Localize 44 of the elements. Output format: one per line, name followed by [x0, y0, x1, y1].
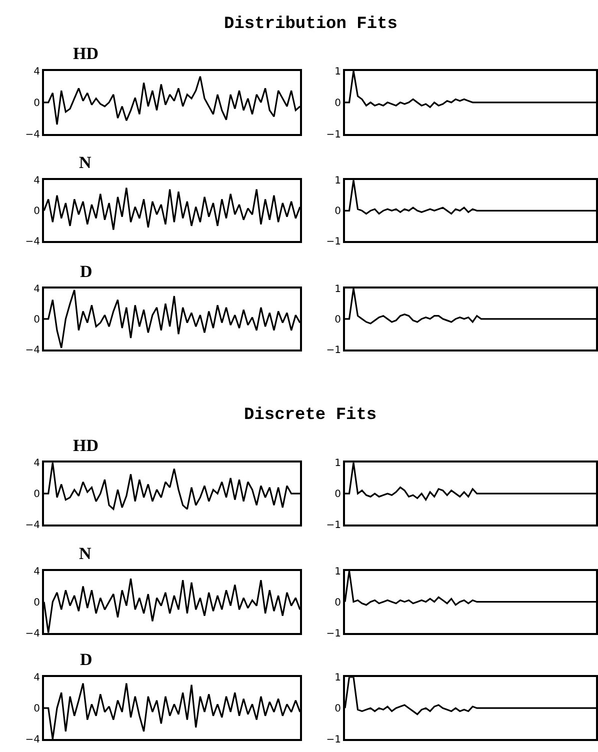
- y-tick-label: 4: [34, 672, 40, 684]
- chart-title: D: [80, 262, 92, 281]
- y-tick-label: −4: [25, 734, 40, 746]
- chart-title: N: [79, 153, 92, 172]
- y-tick-label: 0: [34, 206, 40, 218]
- y-tick-label: 1: [334, 66, 341, 78]
- y-tick-label: −4: [25, 520, 40, 532]
- y-tick-label: −1: [326, 628, 341, 640]
- y-tick-label: 0: [334, 704, 341, 715]
- y-tick-label: −4: [25, 344, 40, 356]
- y-tick-label: −1: [326, 129, 341, 140]
- y-tick-label: −1: [326, 344, 341, 356]
- y-tick-label: 0: [334, 206, 341, 218]
- y-tick-label: 0: [34, 489, 40, 500]
- y-tick-label: −1: [326, 236, 341, 248]
- y-tick-label: −4: [25, 236, 40, 248]
- y-tick-label: 0: [34, 597, 40, 608]
- y-tick-label: 4: [34, 284, 40, 295]
- y-tick-label: 1: [334, 176, 341, 187]
- y-tick-label: −4: [25, 129, 40, 140]
- text: Discrete Fits: [244, 406, 377, 425]
- text: Distribution Fits: [224, 15, 398, 34]
- chart-title: HD: [73, 436, 98, 455]
- y-tick-label: −4: [25, 628, 40, 640]
- chart-title: HD: [73, 44, 98, 63]
- y-tick-label: 1: [334, 458, 341, 470]
- y-tick-label: 0: [34, 98, 40, 109]
- y-tick-label: −1: [326, 734, 341, 746]
- y-tick-label: 0: [334, 597, 341, 608]
- y-tick-label: 0: [34, 314, 40, 326]
- chart-title: N: [79, 544, 92, 563]
- y-tick-label: 4: [34, 66, 40, 78]
- y-tick-label: 0: [334, 98, 341, 109]
- y-tick-label: 4: [34, 566, 40, 578]
- y-tick-label: 1: [334, 284, 341, 295]
- y-tick-label: 0: [34, 704, 40, 715]
- y-tick-label: 1: [334, 672, 341, 684]
- y-tick-label: 4: [34, 176, 40, 187]
- chart-title: D: [80, 650, 92, 669]
- y-tick-label: 0: [334, 314, 341, 326]
- y-tick-label: −1: [326, 520, 341, 532]
- y-tick-label: 4: [34, 458, 40, 470]
- y-tick-label: 1: [334, 566, 341, 578]
- y-tick-label: 0: [334, 489, 341, 500]
